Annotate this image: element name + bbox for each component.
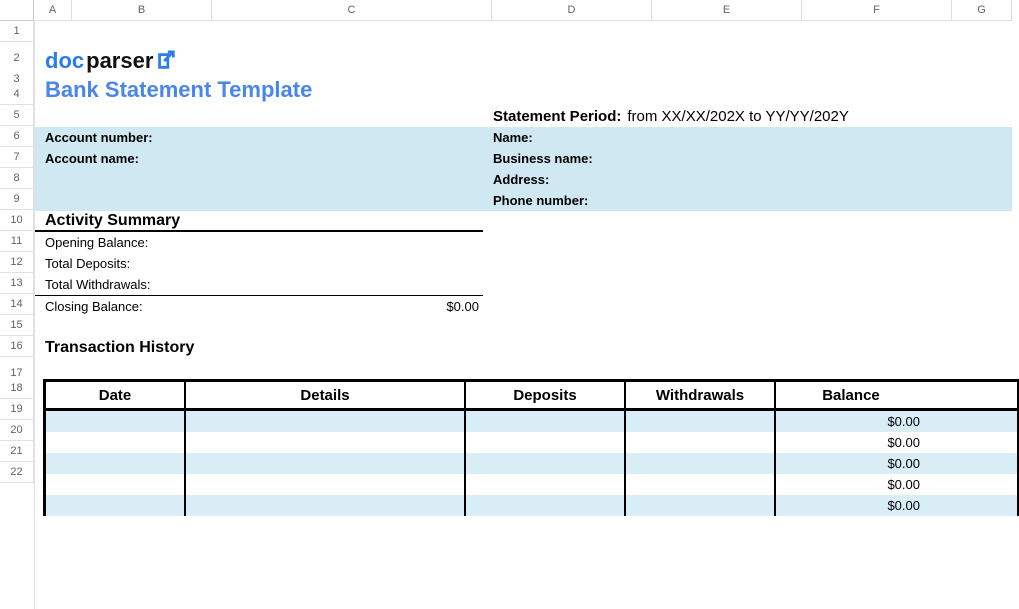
title-row: Bank Statement Template	[35, 74, 1012, 106]
row-header[interactable]: 11	[0, 231, 34, 252]
grid-corner	[0, 0, 34, 21]
total-deposits-label: Total Deposits:	[45, 256, 130, 271]
statement-period-value: from XX/XX/202X to YY/YY/202Y	[627, 108, 849, 125]
statement-period-row: Statement Period: from XX/XX/202X to YY/…	[35, 106, 1012, 127]
activity-summary-header: Activity Summary	[35, 211, 483, 232]
row-header[interactable]: 1	[0, 21, 34, 42]
col-date: Date	[46, 382, 186, 408]
col-withdrawals: Withdrawals	[626, 382, 776, 408]
account-info-block: Account number: Account name: Name: Busi…	[35, 127, 1012, 211]
row-header[interactable]: 4	[0, 84, 34, 105]
closing-balance-label: Closing Balance:	[45, 299, 143, 314]
balance-cell: $0.00	[776, 495, 926, 516]
logo-text-parser: parser	[86, 48, 153, 74]
row-header[interactable]: 12	[0, 252, 34, 273]
total-withdrawals-label: Total Withdrawals:	[45, 277, 150, 292]
row-header[interactable]: 13	[0, 273, 34, 294]
row-header[interactable]: 18	[0, 378, 34, 399]
row-header[interactable]: 10	[0, 210, 34, 231]
transaction-history-header: Transaction History	[35, 337, 1012, 358]
row-header[interactable]: 19	[0, 399, 34, 420]
balance-cell: $0.00	[776, 453, 926, 474]
col-header[interactable]: G	[952, 0, 1012, 21]
closing-balance-row: Closing Balance: $0.00	[35, 295, 483, 316]
row-header[interactable]: 14	[0, 294, 34, 315]
transaction-row[interactable]: $0.00	[43, 453, 1019, 474]
col-deposits: Deposits	[466, 382, 626, 408]
balance-cell: $0.00	[776, 474, 926, 495]
col-header[interactable]: A	[34, 0, 72, 21]
row-header[interactable]: 15	[0, 315, 34, 336]
transaction-row[interactable]: $0.00	[43, 495, 1019, 516]
external-link-icon	[155, 50, 177, 72]
account-name-label: Account name:	[35, 148, 493, 169]
balance-cell: $0.00	[776, 411, 926, 432]
spreadsheet-grid: A B C D E F G 1 2 3 4 5 6 7 8 9 10 11 12…	[0, 0, 1019, 609]
cell-area[interactable]: docparser Bank Statement Template Statem…	[34, 21, 1012, 609]
balance-cell: $0.00	[776, 432, 926, 453]
col-header[interactable]: E	[652, 0, 802, 21]
transaction-row[interactable]: $0.00	[43, 474, 1019, 495]
opening-balance-row: Opening Balance:	[35, 232, 483, 253]
total-withdrawals-row: Total Withdrawals:	[35, 274, 483, 295]
name-label: Name:	[493, 127, 1012, 148]
col-header[interactable]: C	[212, 0, 492, 21]
row-header[interactable]: 9	[0, 189, 34, 210]
row-header[interactable]: 21	[0, 441, 34, 462]
total-deposits-row: Total Deposits:	[35, 253, 483, 274]
address-label: Address:	[493, 169, 1012, 190]
page-title: Bank Statement Template	[45, 77, 312, 103]
closing-balance-value: $0.00	[446, 299, 483, 314]
phone-label: Phone number:	[493, 190, 1012, 211]
statement-period-label: Statement Period:	[493, 108, 621, 125]
docparser-logo: docparser	[45, 48, 177, 74]
transaction-row[interactable]: $0.00	[43, 411, 1019, 432]
opening-balance-label: Opening Balance:	[45, 235, 148, 250]
row-header[interactable]: 22	[0, 462, 34, 483]
row-header[interactable]: 20	[0, 420, 34, 441]
row-header[interactable]: 16	[0, 336, 34, 357]
col-header[interactable]: B	[72, 0, 212, 21]
transaction-row[interactable]: $0.00	[43, 432, 1019, 453]
account-number-label: Account number:	[35, 127, 493, 148]
col-header[interactable]: F	[802, 0, 952, 21]
col-header[interactable]: D	[492, 0, 652, 21]
logo-row: docparser	[35, 42, 1012, 74]
logo-text-doc: doc	[45, 48, 84, 74]
transaction-table-header: Date Details Deposits Withdrawals Balanc…	[43, 379, 1019, 411]
row-header[interactable]: 6	[0, 126, 34, 147]
row-header[interactable]: 8	[0, 168, 34, 189]
col-details: Details	[186, 382, 466, 408]
business-name-label: Business name:	[493, 148, 1012, 169]
col-balance: Balance	[776, 382, 926, 408]
row-header[interactable]: 5	[0, 105, 34, 126]
row-header[interactable]: 7	[0, 147, 34, 168]
